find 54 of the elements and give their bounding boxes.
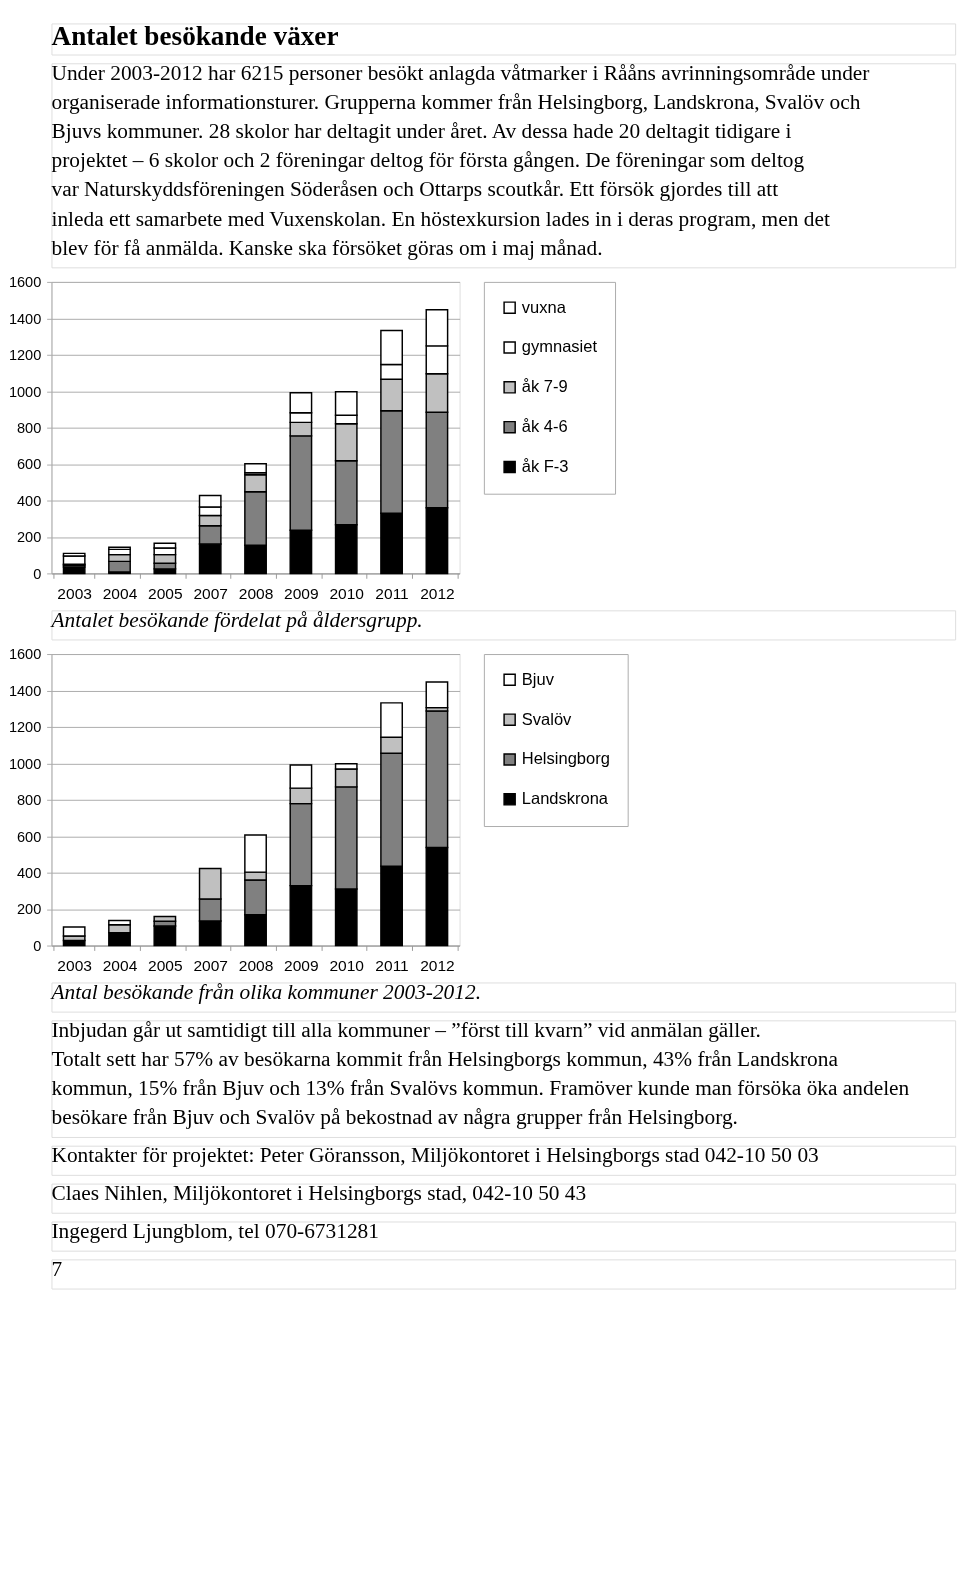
legend-label: Helsingborg [521, 749, 610, 768]
legend-label: åk F-3 [521, 456, 569, 475]
x-tick-label: 2007 [193, 957, 228, 975]
y-tick-label: 0 [33, 565, 42, 582]
legend-label: Svalöv [521, 709, 573, 728]
legend-label: Landskrona [521, 789, 609, 808]
x-tick-label: 2010 [329, 585, 365, 603]
x-tick-label: 2005 [148, 585, 183, 603]
x-tick-label: 2004 [102, 957, 138, 975]
y-tick-label: 600 [16, 828, 42, 845]
y-tick-label: 1200 [8, 347, 42, 364]
y-tick-label: 800 [16, 420, 42, 436]
legend-label: gymnasiet [521, 337, 598, 356]
y-tick-label: 800 [16, 792, 42, 809]
x-tick-label: 2003 [57, 585, 92, 603]
y-tick-label: 1400 [8, 310, 42, 327]
x-tick-label: 2008 [238, 585, 274, 603]
y-tick-label: 0 [33, 937, 42, 954]
legend-label: vuxna [521, 297, 567, 316]
text: Claes Nihlen, Miljökontoret i Helsingborgs stad, 042-10 50 43 [51, 1181, 587, 1206]
x-tick-label: 2012 [420, 585, 455, 603]
x-tick-label: 2011 [375, 957, 409, 975]
y-tick-label: 200 [16, 529, 42, 546]
y-tick-label: 1400 [8, 682, 42, 699]
y-tick-label: 1200 [8, 719, 42, 736]
x-tick-label: 2009 [284, 957, 319, 975]
y-tick-label: 1000 [8, 383, 42, 400]
x-tick-label: 2009 [284, 585, 319, 603]
y-tick-label: 400 [16, 865, 42, 882]
y-tick-label: 1000 [8, 755, 42, 772]
y-tick-label: 600 [16, 456, 42, 473]
x-tick-label: 2010 [329, 957, 365, 975]
text: Inbjudan går ut samtidigt till alla kommuner – ”först till kvarn” vid anmälan gäller. Totalt sett har 57% av besökarna kommit från Helsingborgs kommun, 43% från Landskrona kommun, 15% från Bjuv och 13% från Svalövs kommun. Framöver kunde man försöka öka andelen besökare från Bjuv och Svalöv på bekostnad av några grupper från Helsingborg. [51, 1017, 910, 1130]
x-tick-label: 2008 [238, 957, 274, 975]
y-tick-label: 200 [16, 901, 42, 918]
legend-label: åk 7-9 [521, 377, 568, 396]
x-tick-label: 2012 [420, 957, 455, 975]
text: Ingegerd Ljungblom, tel 070-6731281 [51, 1219, 379, 1244]
legend-label: åk 4-6 [521, 417, 568, 436]
chart-title: Antalet besökande växer [51, 20, 339, 51]
x-tick-label: 2011 [375, 585, 409, 603]
text: Antal besökande från olika kommuner 2003-2012. [49, 980, 481, 1004]
y-tick-label: 400 [16, 492, 42, 509]
text: 7 [51, 1256, 63, 1281]
y-tick-label: 1600 [8, 274, 42, 291]
chart-subtitle: Under 2003-2012 har 6215 personer besökt anlagda våtmarker i Rååns avrinningsområde under organiserade informationsturer. Grupperna kommer från Helsingborg, Landskrona, Svalöv och Bjuvs kommuner. 28 skolor har deltagit under året. Av dessa hade 20 deltagit tidigare i projektet – 6 skolor och 2 föreningar deltog för första gången. De föreningar som deltog var Naturskyddsföreningen Söderåsen och Ottarps scoutkår. Ett försök gjordes till att inleda ett samarbete med Vuxenskolan. En höstexkursion lades in i deras program, men det blev för få anmälda. Kanske ska försöket göras om i maj månad. [51, 60, 870, 260]
x-tick-label: 2004 [102, 585, 138, 603]
legend-label: Bjuv [521, 669, 555, 688]
x-tick-label: 2005 [148, 957, 183, 975]
y-tick-label: 1600 [8, 646, 42, 663]
text: Kontakter för projektet: Peter Göransson, Miljökontoret i Helsingborgs stad 042-10 50 03 [51, 1143, 819, 1168]
text: Antalet besökande fördelat på åldersgrupp. [49, 607, 423, 632]
x-tick-label: 2007 [193, 585, 228, 603]
x-tick-label: 2003 [57, 957, 92, 975]
